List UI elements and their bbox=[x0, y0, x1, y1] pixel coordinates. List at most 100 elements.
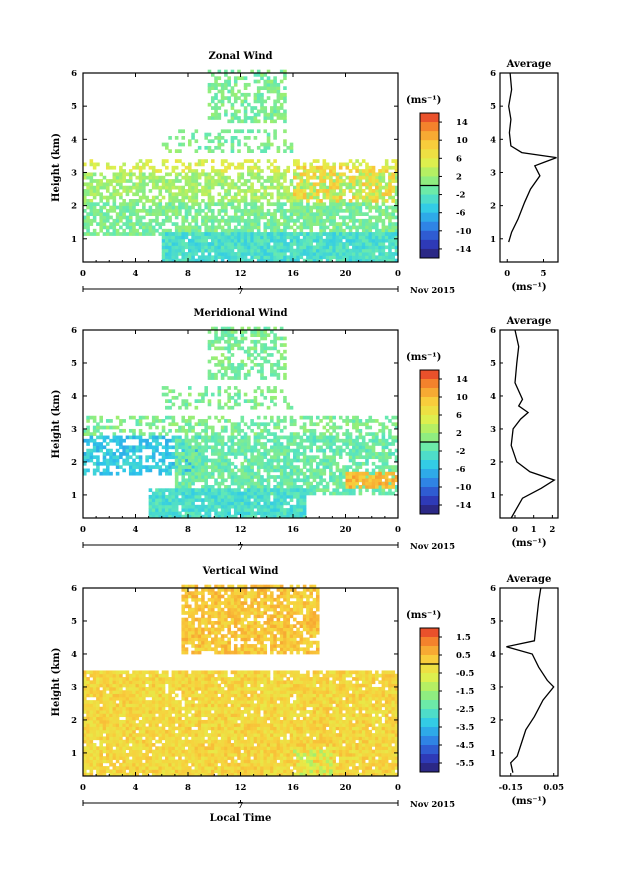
heatmap-cell bbox=[197, 255, 202, 260]
heatmap-cell bbox=[217, 392, 222, 397]
heatmap-cell bbox=[188, 428, 192, 433]
heatmap-cell bbox=[322, 245, 327, 250]
heatmap-cell bbox=[204, 215, 208, 220]
heatmap-cell bbox=[273, 79, 277, 84]
heatmap-cell bbox=[289, 255, 294, 260]
heatmap-cell bbox=[250, 106, 254, 110]
heatmap-cell bbox=[371, 455, 376, 460]
heatmap-cell bbox=[191, 185, 195, 190]
heatmap-cell bbox=[161, 205, 166, 210]
heatmap-cell bbox=[178, 179, 182, 183]
heatmap-cell bbox=[322, 189, 327, 193]
heatmap-cell bbox=[329, 212, 333, 216]
heatmap-cell bbox=[188, 468, 192, 473]
heatmap-cell bbox=[358, 195, 363, 200]
heatmap-cell bbox=[319, 179, 323, 183]
heatmap-cell bbox=[381, 255, 386, 260]
heatmap-cell bbox=[276, 362, 281, 367]
heatmap-cell bbox=[191, 179, 195, 183]
heatmap-cell bbox=[181, 238, 186, 243]
heatmap-cell bbox=[263, 336, 268, 341]
heatmap-cell bbox=[309, 468, 313, 473]
heatmap-cell bbox=[214, 372, 218, 377]
heatmap-cell bbox=[161, 491, 166, 496]
heatmap-cell bbox=[181, 438, 186, 443]
heatmap-cell bbox=[217, 132, 222, 137]
heatmap-cell bbox=[145, 159, 149, 163]
heatmap-cell bbox=[201, 392, 205, 397]
heatmap-cell bbox=[270, 248, 274, 253]
heatmap-cell bbox=[312, 485, 317, 489]
heatmap-cell bbox=[270, 514, 274, 519]
heatmap-cell bbox=[233, 245, 238, 250]
heatmap-cell bbox=[194, 129, 199, 134]
heatmap-cell bbox=[283, 372, 287, 377]
heatmap-cell bbox=[220, 228, 225, 233]
heatmap-cell bbox=[273, 346, 277, 351]
heatmap-cell bbox=[240, 415, 245, 420]
heatmap-cell bbox=[322, 432, 327, 436]
heatmap-cell bbox=[204, 458, 208, 463]
heatmap-cell bbox=[237, 511, 241, 516]
heatmap-cell bbox=[332, 228, 336, 233]
heatmap-cell bbox=[325, 445, 330, 450]
heatmap-cell bbox=[191, 136, 195, 140]
heatmap-cell bbox=[394, 425, 399, 430]
heatmap-cell bbox=[207, 192, 212, 197]
heatmap-cell bbox=[355, 252, 359, 256]
heatmap-cell bbox=[128, 468, 133, 473]
heatmap-cell bbox=[378, 208, 382, 213]
x-tick-label: 12 bbox=[235, 525, 247, 535]
heatmap-cell bbox=[178, 129, 182, 134]
heatmap-cell bbox=[230, 330, 235, 334]
heatmap-cell bbox=[293, 488, 297, 493]
heatmap-cell bbox=[378, 248, 382, 253]
heatmap-cell bbox=[342, 215, 346, 220]
heatmap-cell bbox=[375, 199, 379, 203]
heatmap-cell bbox=[256, 471, 261, 476]
heatmap-cell bbox=[299, 228, 304, 233]
heatmap-cell bbox=[194, 225, 199, 230]
heatmap-cell bbox=[194, 238, 199, 243]
heatmap-cell bbox=[273, 402, 277, 407]
heatmap-cell bbox=[112, 435, 117, 440]
heatmap-cell bbox=[240, 195, 245, 200]
heatmap-cell bbox=[352, 248, 356, 253]
heatmap-cell bbox=[388, 228, 392, 233]
heatmap-cell bbox=[168, 258, 172, 263]
heatmap-cell bbox=[283, 498, 287, 502]
heatmap-cell bbox=[161, 252, 166, 256]
heatmap-cell bbox=[319, 252, 323, 256]
heatmap-cell bbox=[302, 172, 307, 177]
heatmap-cell bbox=[309, 422, 313, 427]
heatmap-cell bbox=[286, 458, 291, 463]
heatmap-cell bbox=[273, 458, 277, 463]
heatmap-cell bbox=[83, 461, 87, 466]
heatmap-cell bbox=[358, 488, 363, 493]
heatmap-cell bbox=[201, 508, 205, 512]
heatmap-cell bbox=[263, 452, 268, 456]
heatmap-cell bbox=[210, 208, 215, 213]
heatmap-cell bbox=[105, 465, 110, 469]
heatmap-cell bbox=[270, 238, 274, 243]
heatmap-cell bbox=[352, 208, 356, 213]
heatmap-cell bbox=[247, 346, 251, 351]
heatmap-cell bbox=[227, 189, 231, 193]
heatmap-cell bbox=[322, 248, 327, 253]
heatmap-cell bbox=[289, 415, 294, 420]
heatmap-cell bbox=[266, 501, 271, 506]
heatmap-cell bbox=[394, 488, 399, 493]
y-axis-label: Height (km) bbox=[51, 390, 62, 459]
heatmap-cell bbox=[312, 478, 317, 483]
heatmap-cell bbox=[371, 468, 376, 473]
heatmap-cell bbox=[184, 179, 189, 183]
heatmap-cell bbox=[312, 432, 317, 436]
heatmap-cell bbox=[227, 508, 231, 512]
heatmap-cell bbox=[220, 238, 225, 243]
heatmap-cell bbox=[230, 438, 235, 443]
heatmap-cell bbox=[299, 248, 304, 253]
heatmap-cell bbox=[322, 471, 327, 476]
heatmap-cell bbox=[224, 389, 228, 394]
heatmap-cell bbox=[132, 208, 136, 213]
heatmap-cell bbox=[217, 369, 222, 374]
